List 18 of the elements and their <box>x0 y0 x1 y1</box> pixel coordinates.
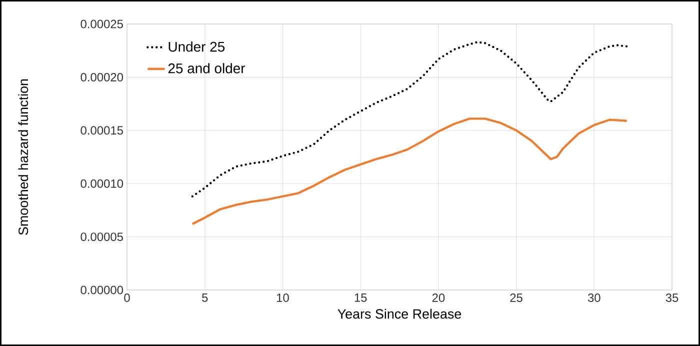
x-tick-label: 30 <box>588 294 600 302</box>
x-tick-label: 15 <box>354 294 367 302</box>
x-tick-label: 10 <box>276 294 289 302</box>
y-axis-title: Smoothed hazard function <box>18 79 28 235</box>
x-tick-label: 0 <box>124 294 130 302</box>
x-tick-label: 25 <box>510 294 522 302</box>
x-tick-label: 5 <box>202 294 208 302</box>
y-tick-label: 0.00025 <box>80 20 123 28</box>
legend-label: Under 25 <box>168 41 225 52</box>
y-tick-label: 0.00015 <box>80 126 123 135</box>
y-tick-label: 0.00020 <box>80 72 124 82</box>
x-axis-title: Years Since Release <box>338 308 462 319</box>
x-tick-label: 35 <box>666 294 678 302</box>
legend-label: 25 and older <box>168 63 246 74</box>
y-tick-label: 0.00010 <box>80 179 124 188</box>
x-tick-label: 20 <box>432 294 445 302</box>
y-tick-label: 0.00005 <box>80 232 123 242</box>
y-tick-label: 0.00000 <box>80 286 124 294</box>
